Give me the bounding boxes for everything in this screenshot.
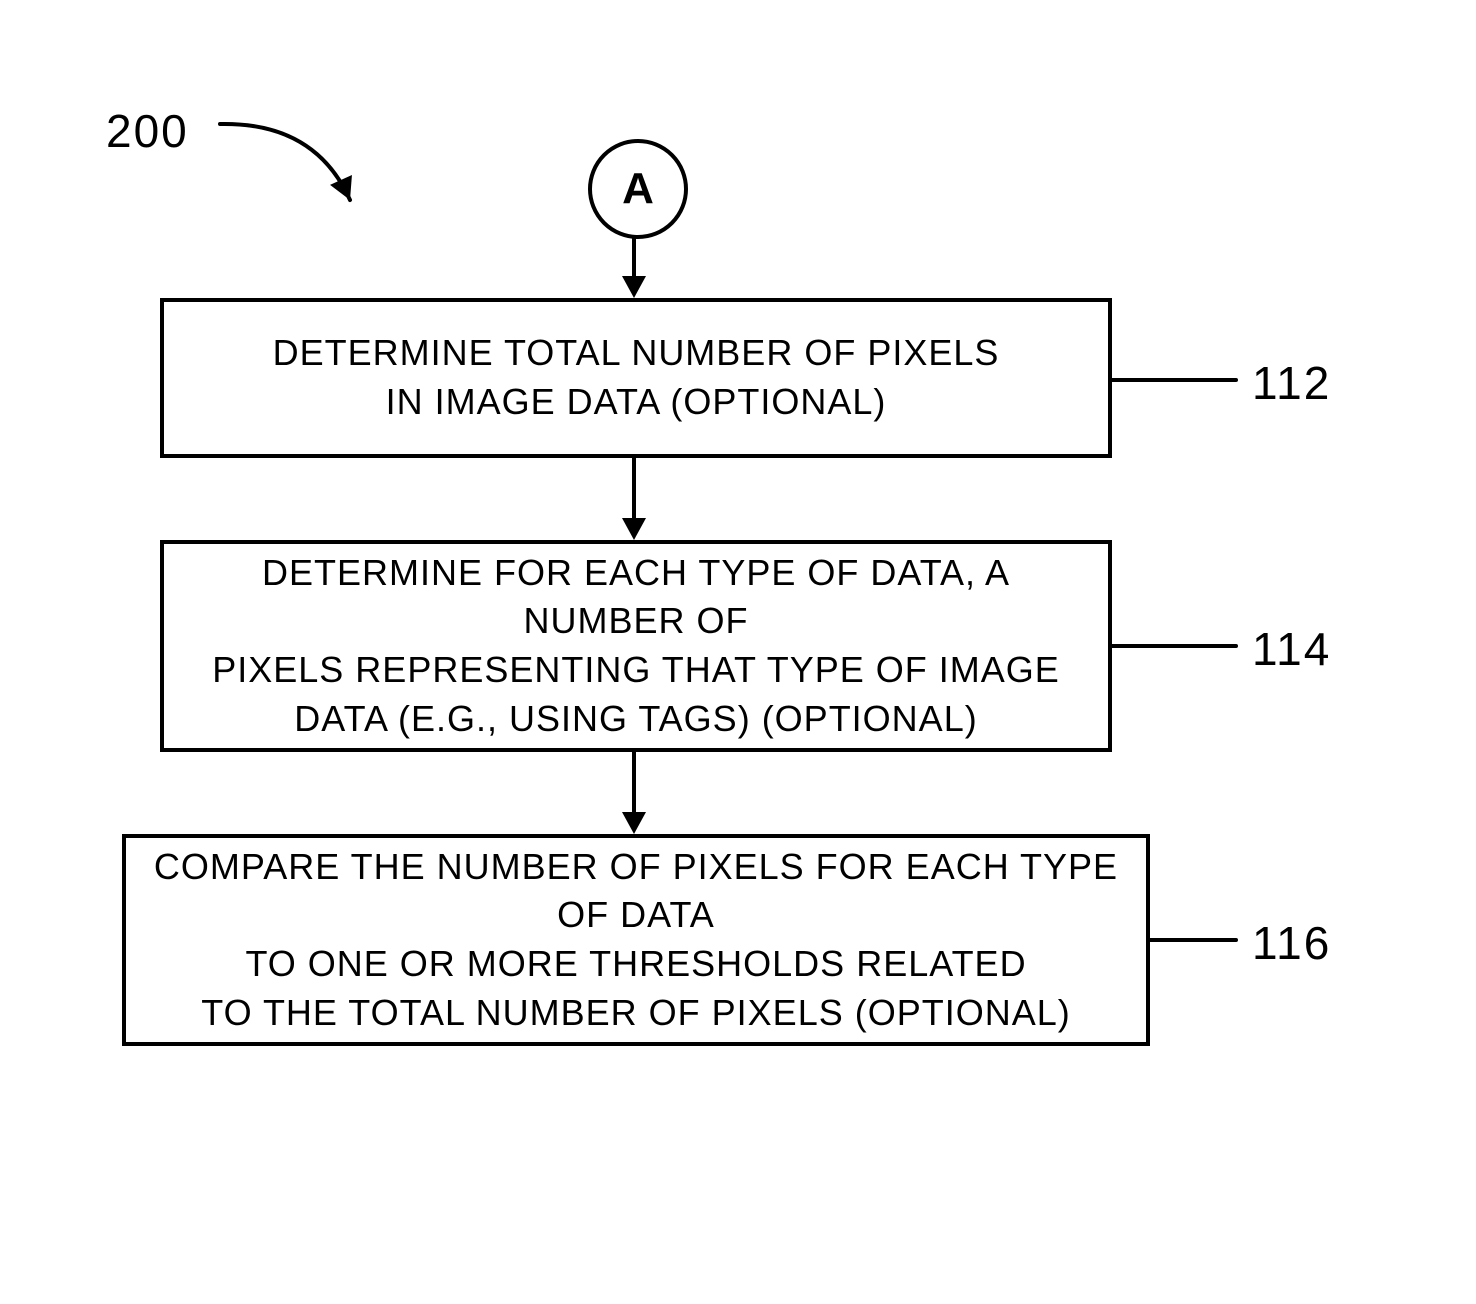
step-box-112: DETERMINE TOTAL NUMBER OF PIXELS IN IMAG…: [160, 298, 1112, 458]
connector-node-A: A: [588, 139, 688, 239]
figure-ref-200: 200: [106, 104, 189, 158]
step-box-label: COMPARE THE NUMBER OF PIXELS FOR EACH TY…: [146, 843, 1126, 1037]
step-ref-114: 114: [1252, 622, 1331, 676]
step-box-label: DETERMINE TOTAL NUMBER OF PIXELS IN IMAG…: [273, 329, 1000, 426]
flowchart-stage: 200 A DETERMINE TOTAL NUMBER OF PIXELS IN …: [0, 0, 1476, 1304]
step-ref-116: 116: [1252, 916, 1331, 970]
connector-node-label: A: [622, 164, 654, 214]
step-box-label: DETERMINE FOR EACH TYPE OF DATA, A NUMBE…: [184, 549, 1088, 743]
step-ref-112: 112: [1252, 356, 1331, 410]
step-box-116: COMPARE THE NUMBER OF PIXELS FOR EACH TY…: [122, 834, 1150, 1046]
step-box-114: DETERMINE FOR EACH TYPE OF DATA, A NUMBE…: [160, 540, 1112, 752]
